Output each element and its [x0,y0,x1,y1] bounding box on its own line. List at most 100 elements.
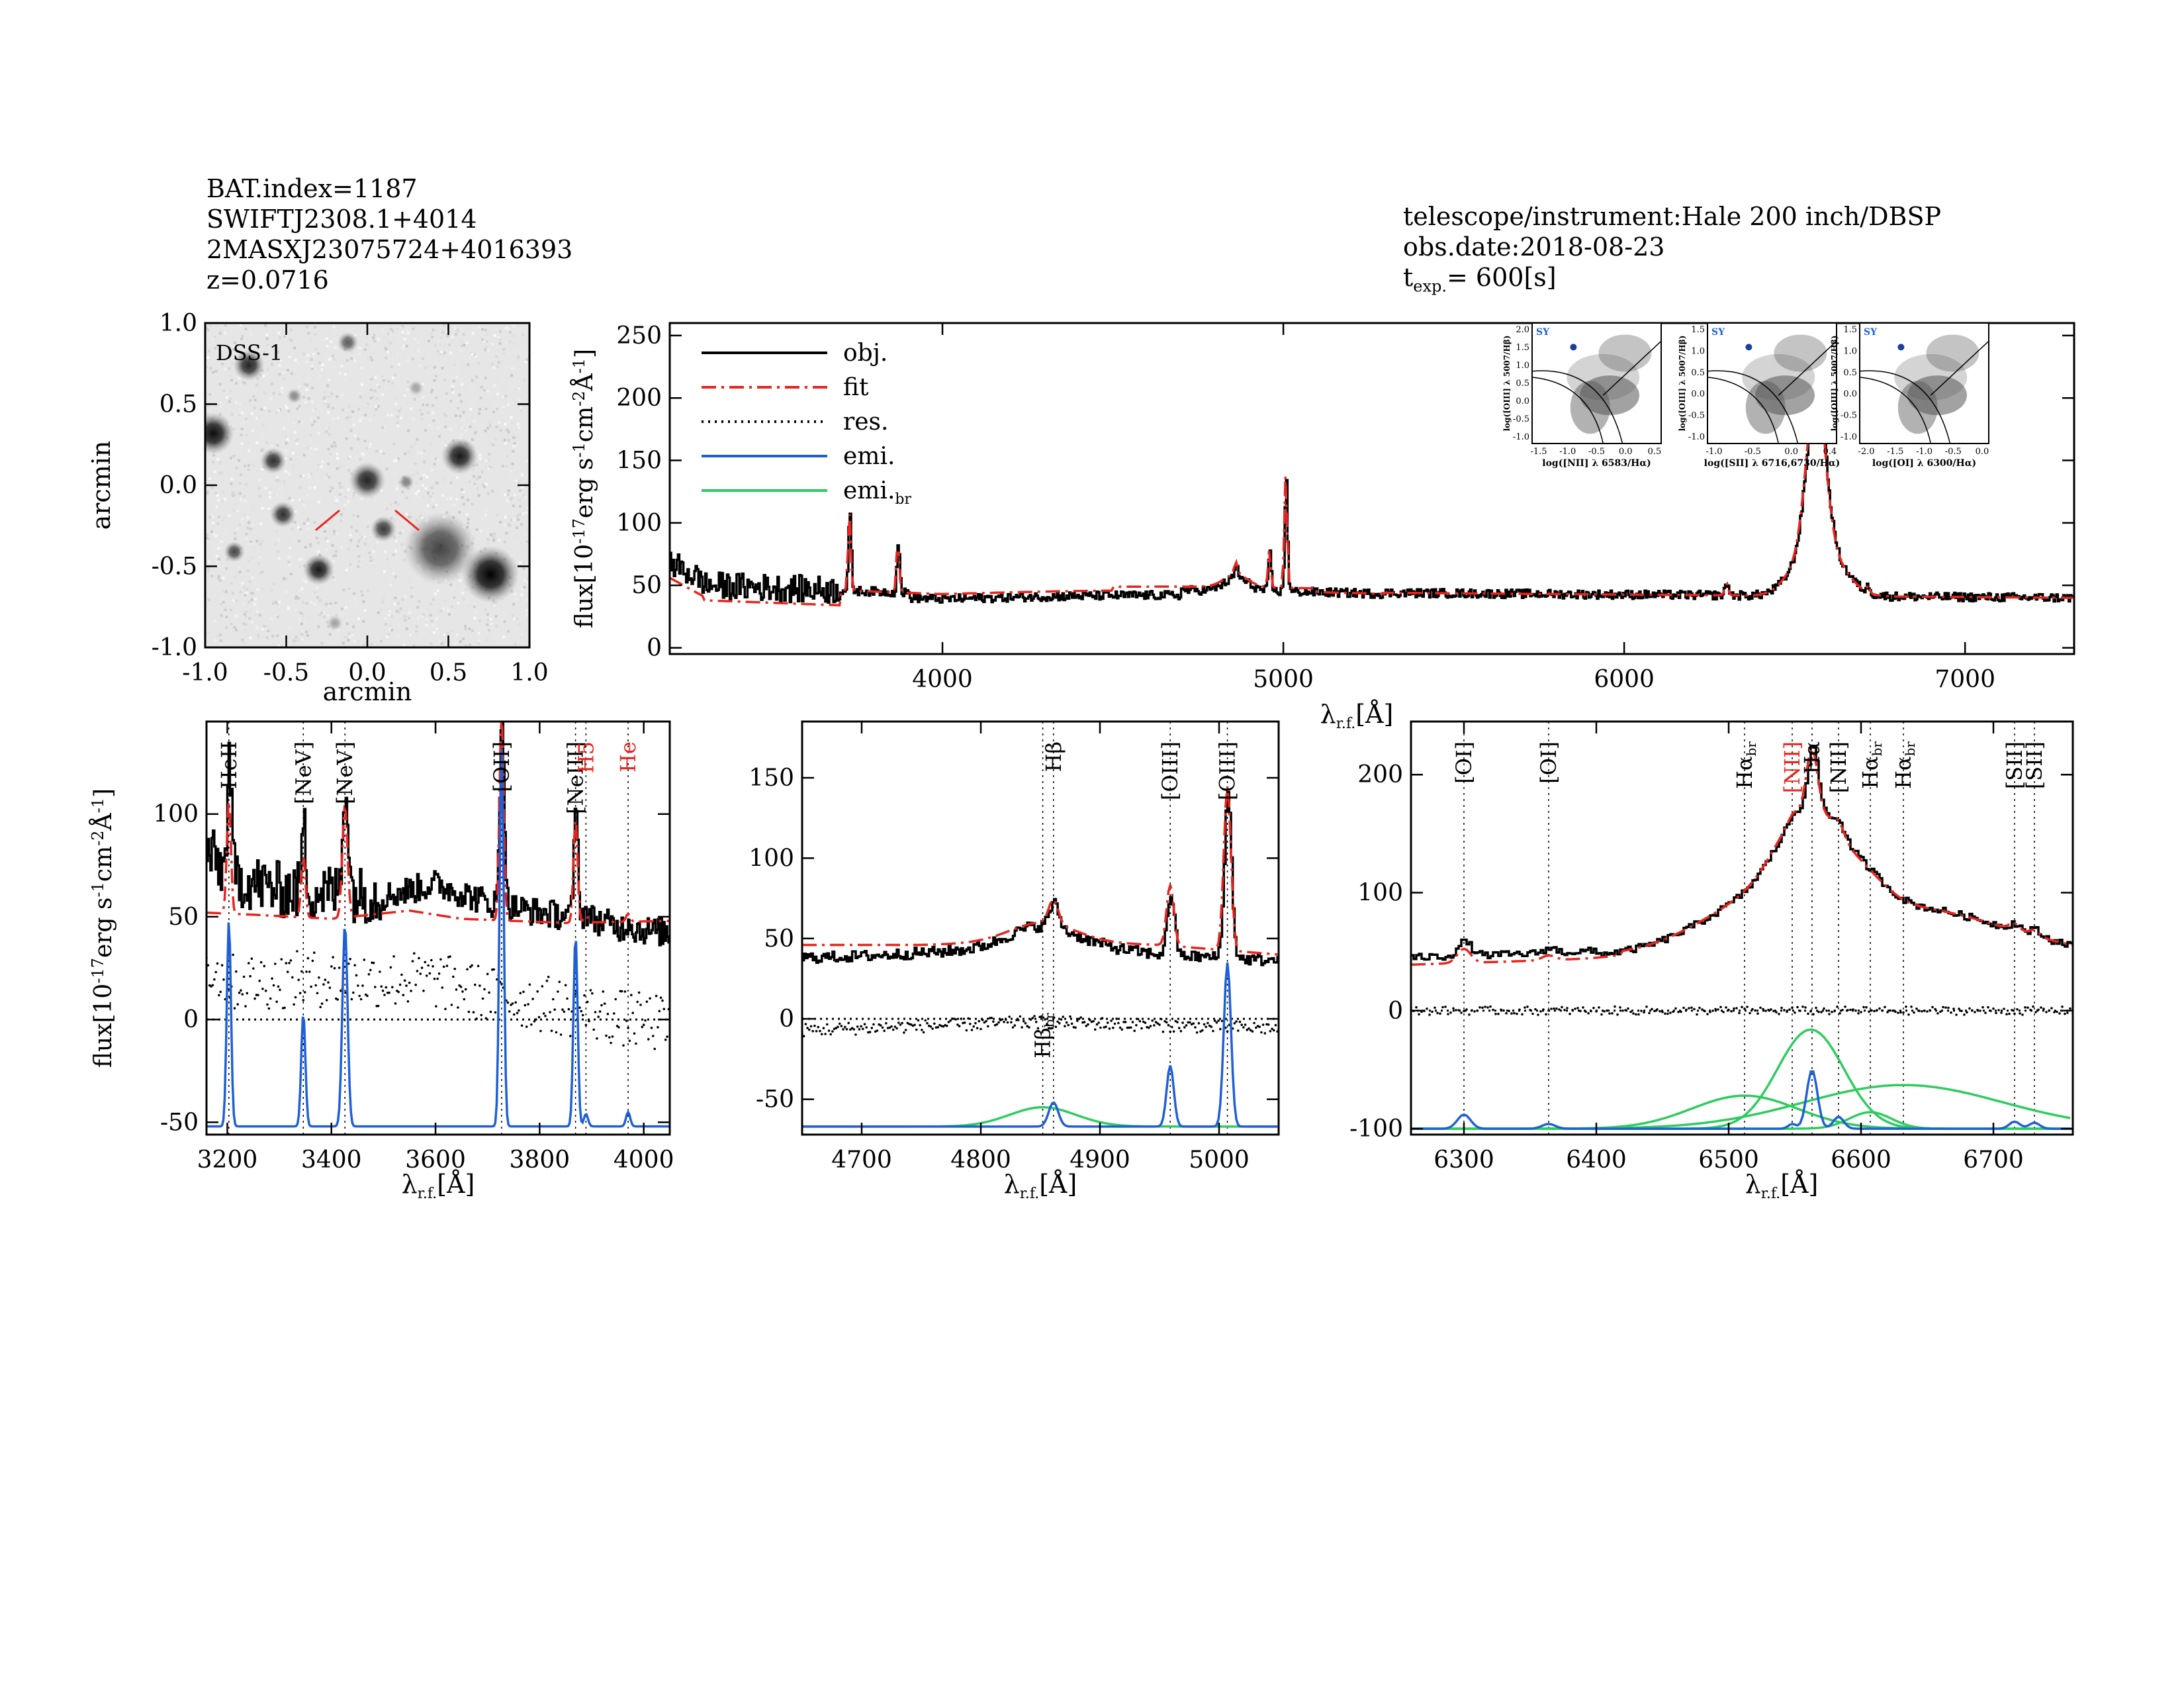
dss-noise-pixel [463,385,465,389]
residual-point [1836,1006,1839,1008]
dss-noise-pixel [522,512,525,516]
dss-noise-pixel [468,628,471,630]
zoom-blue-ytick-label: 0 [183,1006,199,1033]
residual-point [924,1019,927,1022]
residual-point [913,1023,916,1027]
residual-point [2061,1006,2064,1008]
dss-noise-pixel [442,607,445,610]
dss-noise-pixel [351,632,354,635]
dss-noise-pixel [465,426,468,429]
dss-noise-pixel [459,579,462,582]
dss-noise-pixel [301,613,304,616]
residual-point [267,1007,271,1010]
dss-noise-pixel [285,469,288,473]
dss-noise-pixel [431,404,434,407]
dss-noise-pixel [244,594,247,596]
residual-point [858,1028,861,1031]
dss-noise-pixel [261,467,264,471]
residual-point [457,1006,459,1009]
dss-noise-pixel [520,523,523,526]
dss-noise-pixel [285,442,288,445]
residual-point [1260,1031,1263,1034]
dss-noise-pixel [261,628,264,631]
dss-noise-pixel [238,566,241,569]
residual-point [642,1023,645,1026]
dss-noise-pixel [306,353,310,357]
dss-noise-pixel [305,378,308,381]
residual-point [1595,1010,1598,1013]
dss-noise-pixel [360,417,363,420]
dss-noise-pixel [306,518,310,521]
residual-point [1083,1021,1086,1023]
dss-noise-pixel [299,612,302,614]
dss-noise-pixel [525,358,528,361]
dss-noise-pixel [386,557,389,561]
dss-noise-pixel [436,589,439,592]
bpt-sy-tag: SY [1711,327,1725,338]
dss-noise-pixel [296,610,299,613]
residual-point [862,1027,864,1031]
dss-noise-pixel [453,503,456,506]
dss-noise-pixel [379,639,383,643]
dss-noise-pixel [498,342,502,345]
dss-noise-pixel [494,438,497,441]
dss-noise-pixel [334,496,337,498]
residual-point [2003,1008,2005,1010]
residual-point [1261,1023,1265,1026]
dss-noise-pixel [478,402,482,404]
residual-point [279,988,281,992]
dss-noise-pixel [451,340,454,343]
dss-noise-pixel [296,438,299,442]
dss-noise-pixel [438,343,441,346]
dss-noise-pixel [232,592,234,595]
residual-point [885,1022,887,1025]
dss-noise-pixel [291,498,295,502]
residual-point [523,1004,527,1007]
residual-point [944,1023,946,1027]
bpt-xtick-label: -1.5 [1530,447,1547,457]
dss-noise-pixel [259,438,262,440]
dss-noise-pixel [502,348,505,351]
zoom-halpha-broad-component [1411,1084,2071,1130]
zoom-hbeta-xtick-label: 4900 [1069,1147,1130,1174]
dss-noise-pixel [437,340,440,343]
dss-noise-pixel [428,340,430,343]
dss-noise-pixel [236,509,239,512]
full-spectrum-ytick-label: 100 [616,510,662,537]
residual-point [1013,1024,1017,1027]
dss-noise-pixel [264,487,267,490]
residual-point [1028,1026,1030,1029]
dss-noise-pixel [497,379,500,383]
residual-point [644,1019,647,1022]
dss-noise-pixel [298,528,302,531]
dss-noise-pixel [300,475,303,478]
residual-point [1886,1011,1889,1013]
dss-noise-pixel [336,498,339,501]
zoom-halpha-ytick-label: 200 [1357,761,1403,788]
dss-noise-pixel [307,397,310,400]
dss-noise-pixel [522,567,525,570]
bpt-panel-3: SY-2.0 -1.5 -1.0 -0.5 0.01.51.00.50.0-0.5-1.… [1830,322,1989,469]
residual-point [392,955,395,958]
dss-noise-pixel [406,451,408,455]
dss-noise-pixel [286,498,289,501]
residual-point [1714,1008,1717,1011]
dss-noise-pixel [207,567,210,570]
residual-point [822,1027,825,1029]
dss-noise-pixel [328,426,330,430]
residual-point [259,961,263,964]
dss-noise-pixel [370,561,373,564]
residual-point [870,1027,874,1029]
residual-point [1563,1009,1566,1011]
residual-point [1960,1009,1963,1012]
bpt-xtick-label: -1.0 [1916,447,1933,457]
dss-noise-pixel [435,396,437,399]
dss-noise-pixel [209,546,212,549]
residual-point [552,998,555,1001]
dss-noise-pixel [430,332,433,335]
dss-noise-pixel [277,409,280,412]
bpt-xlabel: log([OI] λ 6300/Hα) [1872,458,1976,469]
dss-noise-pixel [453,596,456,599]
dss-noise-pixel [398,532,402,535]
line-label-OI: [OI] [1536,741,1561,784]
